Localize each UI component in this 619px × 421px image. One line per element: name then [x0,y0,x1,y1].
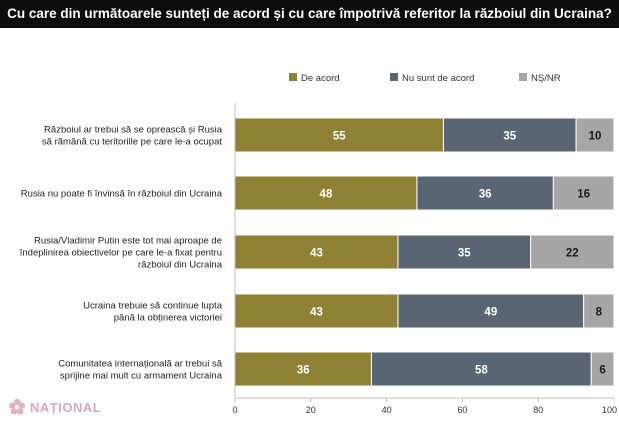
category-label-row0-line1: să rămână cu teritoriile pe care le-a oc… [42,137,222,148]
bar-row0-series0 [234,117,444,153]
value-label-row1-series2: 16 [577,189,590,201]
bars: 55 35 10 48 36 16 43 35 22 43 49 8 36 58 6 [234,117,615,387]
legend-label-2: NȘ/NR [531,73,561,84]
value-label-row4-series2: 6 [599,365,605,377]
bar-row0-series2 [575,117,615,153]
bar-row2-series1 [397,234,532,270]
value-label-row4-series1: 58 [475,365,488,377]
bar-row2-series0 [234,234,399,270]
value-label-row3-series2: 8 [596,307,603,319]
legend-label-0: De acord [301,73,340,84]
bar-row1-series0 [234,175,418,211]
value-label-row1-series1: 36 [479,189,492,201]
x-tick-label-1: 20 [306,405,316,415]
category-label-row4-line1: sprijine mai mult cu armament Ucraina [60,371,223,382]
bar-row4-series1 [370,351,592,387]
category-label-row2-line0: Rusia/Vladimir Putin este tot mai aproap… [34,236,222,247]
x-tick-label-0: 0 [232,405,237,415]
value-label-row2-series1: 35 [458,248,471,260]
value-label-row2-series2: 22 [566,248,579,260]
watermark-text: NAȚIONAL [30,399,102,415]
legend-swatch-2 [519,73,527,81]
category-label-row1-line0: Rusia nu poate fi învinsă în războiul di… [21,189,223,200]
value-label-row3-series1: 49 [484,307,497,319]
legend-swatch-1 [390,73,398,81]
value-label-row1-series0: 48 [320,189,333,201]
bar-row3-series2 [583,293,615,329]
watermark: NAȚIONAL [8,398,101,416]
x-tick-label-3: 60 [457,405,467,415]
value-label-row2-series0: 43 [310,248,323,260]
category-label-row3-line1: până la obținerea victoriei [114,313,222,324]
legend-label-1: Nu sunt de acord [402,73,474,84]
x-axis: 0 20 40 60 80 100 [232,103,617,415]
value-label-row3-series0: 43 [310,307,323,319]
x-tick-label-4: 80 [533,405,543,415]
category-label-row0-line0: Războiul ar trebui să se oprească și Rus… [44,125,223,136]
category-labels: Războiul ar trebui să se oprească și Rus… [19,125,223,382]
value-label-row0-series2: 10 [589,131,602,143]
x-tick-label-5: 100 [602,405,617,415]
bar-row2-series2 [530,234,615,270]
category-label-row2-line2: războiul din Ucraina [138,260,223,271]
value-label-row4-series0: 36 [297,365,310,377]
x-tick-label-2: 40 [382,405,392,415]
value-label-row0-series0: 55 [333,131,346,143]
flower-logo-icon [9,398,25,415]
bar-row1-series1 [416,175,554,211]
legend: De acord Nu sunt de acord NȘ/NR [289,73,561,84]
bar-row1-series2 [552,175,615,211]
category-label-row4-line0: Comunitatea internațională ar trebui să [58,359,222,370]
category-label-row3-line0: Ucraina trebuie să continue lupta [83,301,223,312]
chart-title: Cu care din următoarele sunteți de acord… [0,0,619,28]
category-label-row2-line1: îndeplinirea obiectivelor pe care le-a f… [19,248,222,259]
bar-row4-series2 [590,351,615,387]
bar-row3-series1 [397,293,585,329]
legend-swatch-0 [289,73,297,81]
value-label-row0-series1: 35 [503,131,516,143]
